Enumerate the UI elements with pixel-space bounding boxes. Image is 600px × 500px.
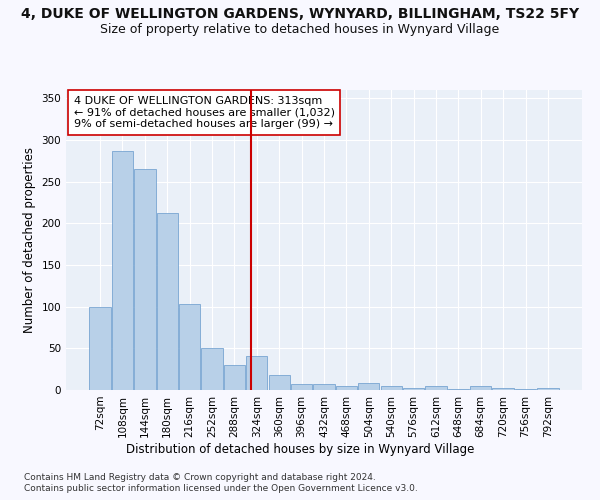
Bar (515, 389, 536, 390)
Bar (380, 386, 402, 390)
Bar (425, 386, 446, 390)
Bar (403, 388, 424, 390)
Text: Size of property relative to detached houses in Wynyard Village: Size of property relative to detached ho… (100, 22, 500, 36)
Bar (493, 388, 514, 390)
Bar (246, 356, 268, 390)
Bar (202, 348, 223, 390)
Bar (448, 389, 469, 390)
Bar (269, 375, 290, 390)
Bar (470, 386, 491, 390)
Text: Contains HM Land Registry data © Crown copyright and database right 2024.: Contains HM Land Registry data © Crown c… (24, 472, 376, 482)
Y-axis label: Number of detached properties: Number of detached properties (23, 147, 36, 333)
Bar (313, 384, 335, 390)
Bar (358, 384, 379, 390)
Bar (157, 214, 178, 390)
Bar (336, 386, 357, 390)
Bar (224, 365, 245, 390)
Bar (89, 306, 111, 390)
Text: 4 DUKE OF WELLINGTON GARDENS: 313sqm
← 91% of detached houses are smaller (1,032: 4 DUKE OF WELLINGTON GARDENS: 313sqm ← 9… (74, 96, 335, 129)
Bar (112, 151, 133, 390)
Text: 4, DUKE OF WELLINGTON GARDENS, WYNYARD, BILLINGHAM, TS22 5FY: 4, DUKE OF WELLINGTON GARDENS, WYNYARD, … (21, 8, 579, 22)
Text: Distribution of detached houses by size in Wynyard Village: Distribution of detached houses by size … (126, 442, 474, 456)
Text: Contains public sector information licensed under the Open Government Licence v3: Contains public sector information licen… (24, 484, 418, 493)
Bar (179, 304, 200, 390)
Bar (134, 169, 155, 390)
Bar (291, 384, 312, 390)
Bar (537, 388, 559, 390)
